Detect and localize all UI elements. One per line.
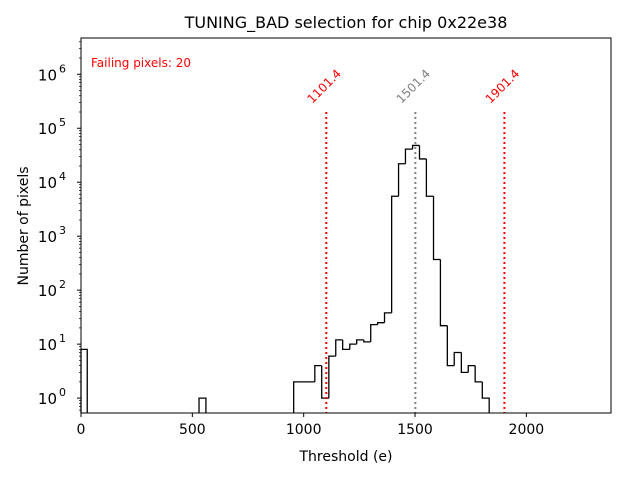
y-axis-label: Number of pixels xyxy=(16,166,32,285)
histogram-bin xyxy=(370,323,378,342)
x-axis-label: Threshold (e) xyxy=(299,449,393,465)
y-tick-exponent: 3 xyxy=(59,224,66,237)
y-tick-exponent: 5 xyxy=(59,116,66,129)
histogram-bin xyxy=(363,339,371,343)
y-tick-exponent: 2 xyxy=(59,278,66,291)
failing-pixels-annotation: Failing pixels: 20 xyxy=(91,56,191,70)
y-tick-exponent: 6 xyxy=(59,62,66,75)
x-tick-label: 500 xyxy=(179,422,206,438)
chart-title: TUNING_BAD selection for chip 0x22e38 xyxy=(184,13,508,33)
y-tick-label: 10 xyxy=(38,390,57,408)
histogram-bin xyxy=(293,381,315,413)
histogram-bin xyxy=(335,339,343,357)
histogram-bin xyxy=(391,195,399,313)
axes-frame xyxy=(80,37,612,414)
y-tick-exponent: 1 xyxy=(59,332,66,345)
histogram-bin xyxy=(432,196,441,261)
histogram-bin xyxy=(439,259,448,327)
histogram-bin xyxy=(328,355,336,399)
histogram-bin xyxy=(198,397,207,413)
histogram-bin xyxy=(349,343,357,350)
x-tick-label: 1500 xyxy=(397,422,433,438)
histogram-bin xyxy=(446,325,455,367)
histogram-bin xyxy=(411,144,420,150)
x-tick-label: 1000 xyxy=(286,422,322,438)
histogram-bin xyxy=(397,163,406,197)
histogram-bin xyxy=(376,322,385,325)
histogram-bin xyxy=(342,339,350,351)
histogram-bin xyxy=(418,145,427,160)
histogram-bin xyxy=(356,339,364,345)
histogram-bin xyxy=(467,364,476,373)
histogram-bin xyxy=(383,312,392,323)
y-tick-label: 10 xyxy=(38,282,57,300)
x-tick-label: 0 xyxy=(77,422,86,438)
histogram-bin xyxy=(460,352,469,374)
histogram-bin xyxy=(481,381,490,413)
histogram-bin xyxy=(314,364,322,382)
y-tick-label: 10 xyxy=(38,336,57,354)
y-tick-label: 10 xyxy=(38,66,57,84)
y-tick-label: 10 xyxy=(38,174,57,192)
y-tick-exponent: 4 xyxy=(59,170,66,183)
x-tick-label: 2000 xyxy=(509,422,545,438)
histogram-bin xyxy=(425,158,434,197)
histogram-bin xyxy=(404,148,413,164)
histogram-bin xyxy=(453,351,462,366)
y-tick-label: 10 xyxy=(38,120,57,138)
histogram-bin xyxy=(474,365,483,383)
y-tick-label: 10 xyxy=(38,228,57,246)
y-tick-exponent: 0 xyxy=(59,386,66,399)
